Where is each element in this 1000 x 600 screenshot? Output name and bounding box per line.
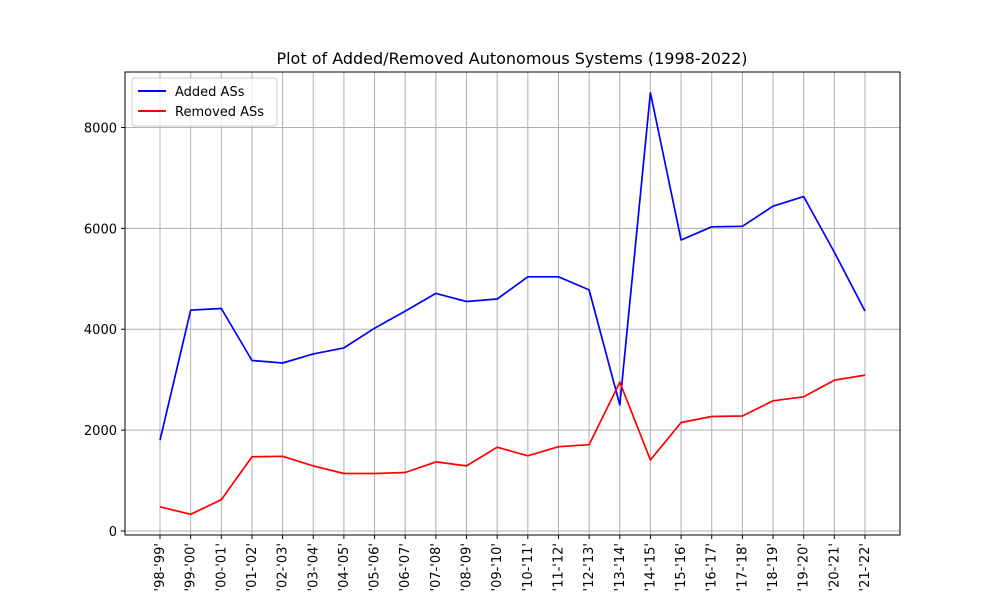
x-tick-label: '06-'07'	[398, 543, 413, 592]
x-tick-label: '19-'20'	[797, 543, 812, 592]
chart-title: Plot of Added/Removed Autonomous Systems…	[276, 49, 747, 68]
x-tick-label: '15-'16'	[674, 543, 689, 592]
x-tick-label: '99-'00'	[184, 543, 199, 592]
x-tick-label: '04-'05'	[337, 543, 352, 592]
legend-box	[131, 77, 278, 127]
x-tick-label: '12-'13'	[582, 543, 597, 592]
x-tick-label: '11-'12'	[551, 543, 566, 592]
x-tick-label: '03-'04'	[306, 543, 321, 592]
x-tick-label: '08-'09'	[460, 543, 475, 592]
x-tick-label: '13-'14'	[613, 543, 628, 592]
x-tick-label: '01-'02'	[245, 543, 260, 592]
x-tick-label: '18-'19'	[766, 543, 781, 592]
grid-lines	[125, 72, 900, 535]
x-tick-label: '20-'21'	[827, 543, 842, 592]
legend-label-added: Added ASs	[175, 85, 245, 100]
x-tick-label: '17-'18'	[735, 543, 750, 592]
series-layer	[159, 91, 866, 516]
axes: '98-'99' '99-'00' '00-'01' '01-'02' '02-'03'…	[84, 121, 873, 591]
x-tick-label: '05-'06'	[368, 543, 383, 592]
x-tick-label: '21-'22'	[858, 543, 873, 592]
x-tick-label: '98-'99'	[153, 543, 168, 592]
y-tick-label: 2000	[84, 424, 117, 439]
x-tick-label: '16-'17'	[705, 543, 720, 592]
y-tick-label: 4000	[84, 323, 117, 338]
x-tick-label: '14-'15'	[643, 543, 658, 592]
series-line-removed	[159, 374, 866, 516]
y-tick-label: 0	[109, 525, 117, 540]
plot-frame	[124, 71, 901, 536]
series-line-added	[159, 91, 866, 441]
x-tick-label: '02-'03'	[276, 543, 291, 592]
x-tick-label: '10-'11'	[521, 543, 536, 592]
x-tick-label: '00-'01'	[214, 543, 229, 592]
x-tick-label: '07-'08'	[429, 543, 444, 592]
y-tick-label: 6000	[84, 222, 117, 237]
y-tick-label: 8000	[84, 121, 117, 136]
legend: Added ASs Removed ASs	[131, 77, 278, 127]
x-tick-label: '09-'10'	[490, 543, 505, 592]
legend-label-removed: Removed ASs	[175, 105, 264, 120]
